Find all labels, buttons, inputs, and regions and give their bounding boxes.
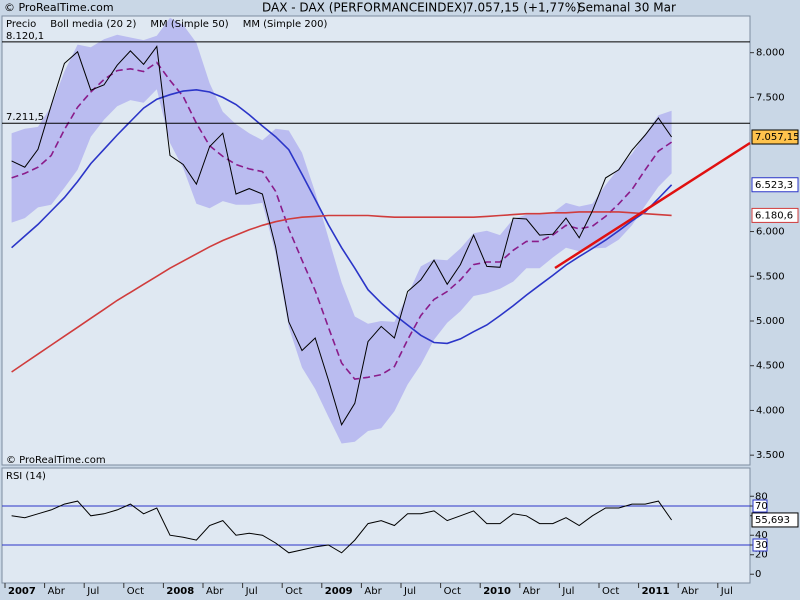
y-tick-label: 4.000 [756,405,785,416]
bollinger-band [11,17,672,444]
x-tick-label: Jul [86,586,99,597]
y-tick-label: 6.000 [756,227,785,238]
x-tick-label: Oct [127,586,144,597]
reference-label: 7.211,5 [6,112,44,123]
x-tick-label: Jul [403,586,416,597]
legend-entry: MM (Simple 50) [150,19,228,30]
y-tick-label: 5.500 [756,271,785,282]
rsi-tick-label: 0 [755,569,761,580]
chart-title: DAX - DAX (PERFORMANCEINDEX) [262,1,467,15]
value-tag [751,177,799,193]
x-tick-label: 2007 [8,586,36,597]
value-tag-label: 7.057,15 [755,132,800,143]
x-tick-label: Jul [561,586,574,597]
rsi-level-box [752,499,768,513]
legend-entry: Boll media (20 2) [50,19,136,30]
x-tick-label: Abr [364,586,382,597]
y-tick-label: 5.000 [756,316,785,327]
quote: 7.057,15 (+1,77%) [466,1,581,15]
x-tick-label: Oct [444,586,461,597]
rsi-tick-label: 20 [755,550,768,561]
rsi-level-box [752,538,768,552]
x-tick-label: Jul [720,586,733,597]
rsi-tag [751,512,799,528]
value-tag-label: 6.523,3 [755,180,793,191]
x-tick-label: Abr [681,586,699,597]
value-tag-label: 6.180,6 [755,210,793,221]
y-tick-label: 8.000 [756,48,785,59]
x-tick-label: Oct [285,586,302,597]
legend-entry: Precio [6,19,36,30]
y-tick-label: 4.500 [756,361,785,372]
x-tick-label: Abr [523,586,541,597]
value-tag [751,207,799,223]
rsi-tick-label: 70 [755,501,768,512]
watermark: © ProRealTime.com [6,455,106,466]
rsi-tag-label: 55,693 [755,515,790,526]
trend-line [554,141,751,270]
x-tick-label: 2010 [483,586,511,597]
series-line [11,211,672,373]
x-tick-label: 2011 [642,586,670,597]
x-tick-label: Jul [245,586,258,597]
x-tick-label: 2008 [166,586,194,597]
rsi-tick-label: 30 [755,540,768,551]
period: Semanal 30 Mar [578,1,676,15]
legend-entry: MM (Simple 200) [243,19,328,30]
series-line [11,88,673,345]
rsi-title: RSI (14) [6,471,46,482]
series-line [11,45,673,427]
rsi-tick-label: 40 [755,530,768,541]
value-tag [751,129,799,145]
rsi-line [11,500,673,554]
reference-label: 8.120,1 [6,31,44,42]
x-tick-label: Abr [48,586,66,597]
rsi-panel [1,467,751,584]
rsi-tick-label: 80 [755,491,768,502]
x-tick-label: 2009 [325,586,353,597]
x-tick-label: Oct [602,586,619,597]
series-line [11,61,673,380]
x-tick-label: Abr [206,586,224,597]
y-tick-label: 3.500 [756,450,785,461]
watermark: © ProRealTime.com [4,1,114,14]
y-tick-label: 7.500 [756,92,785,103]
